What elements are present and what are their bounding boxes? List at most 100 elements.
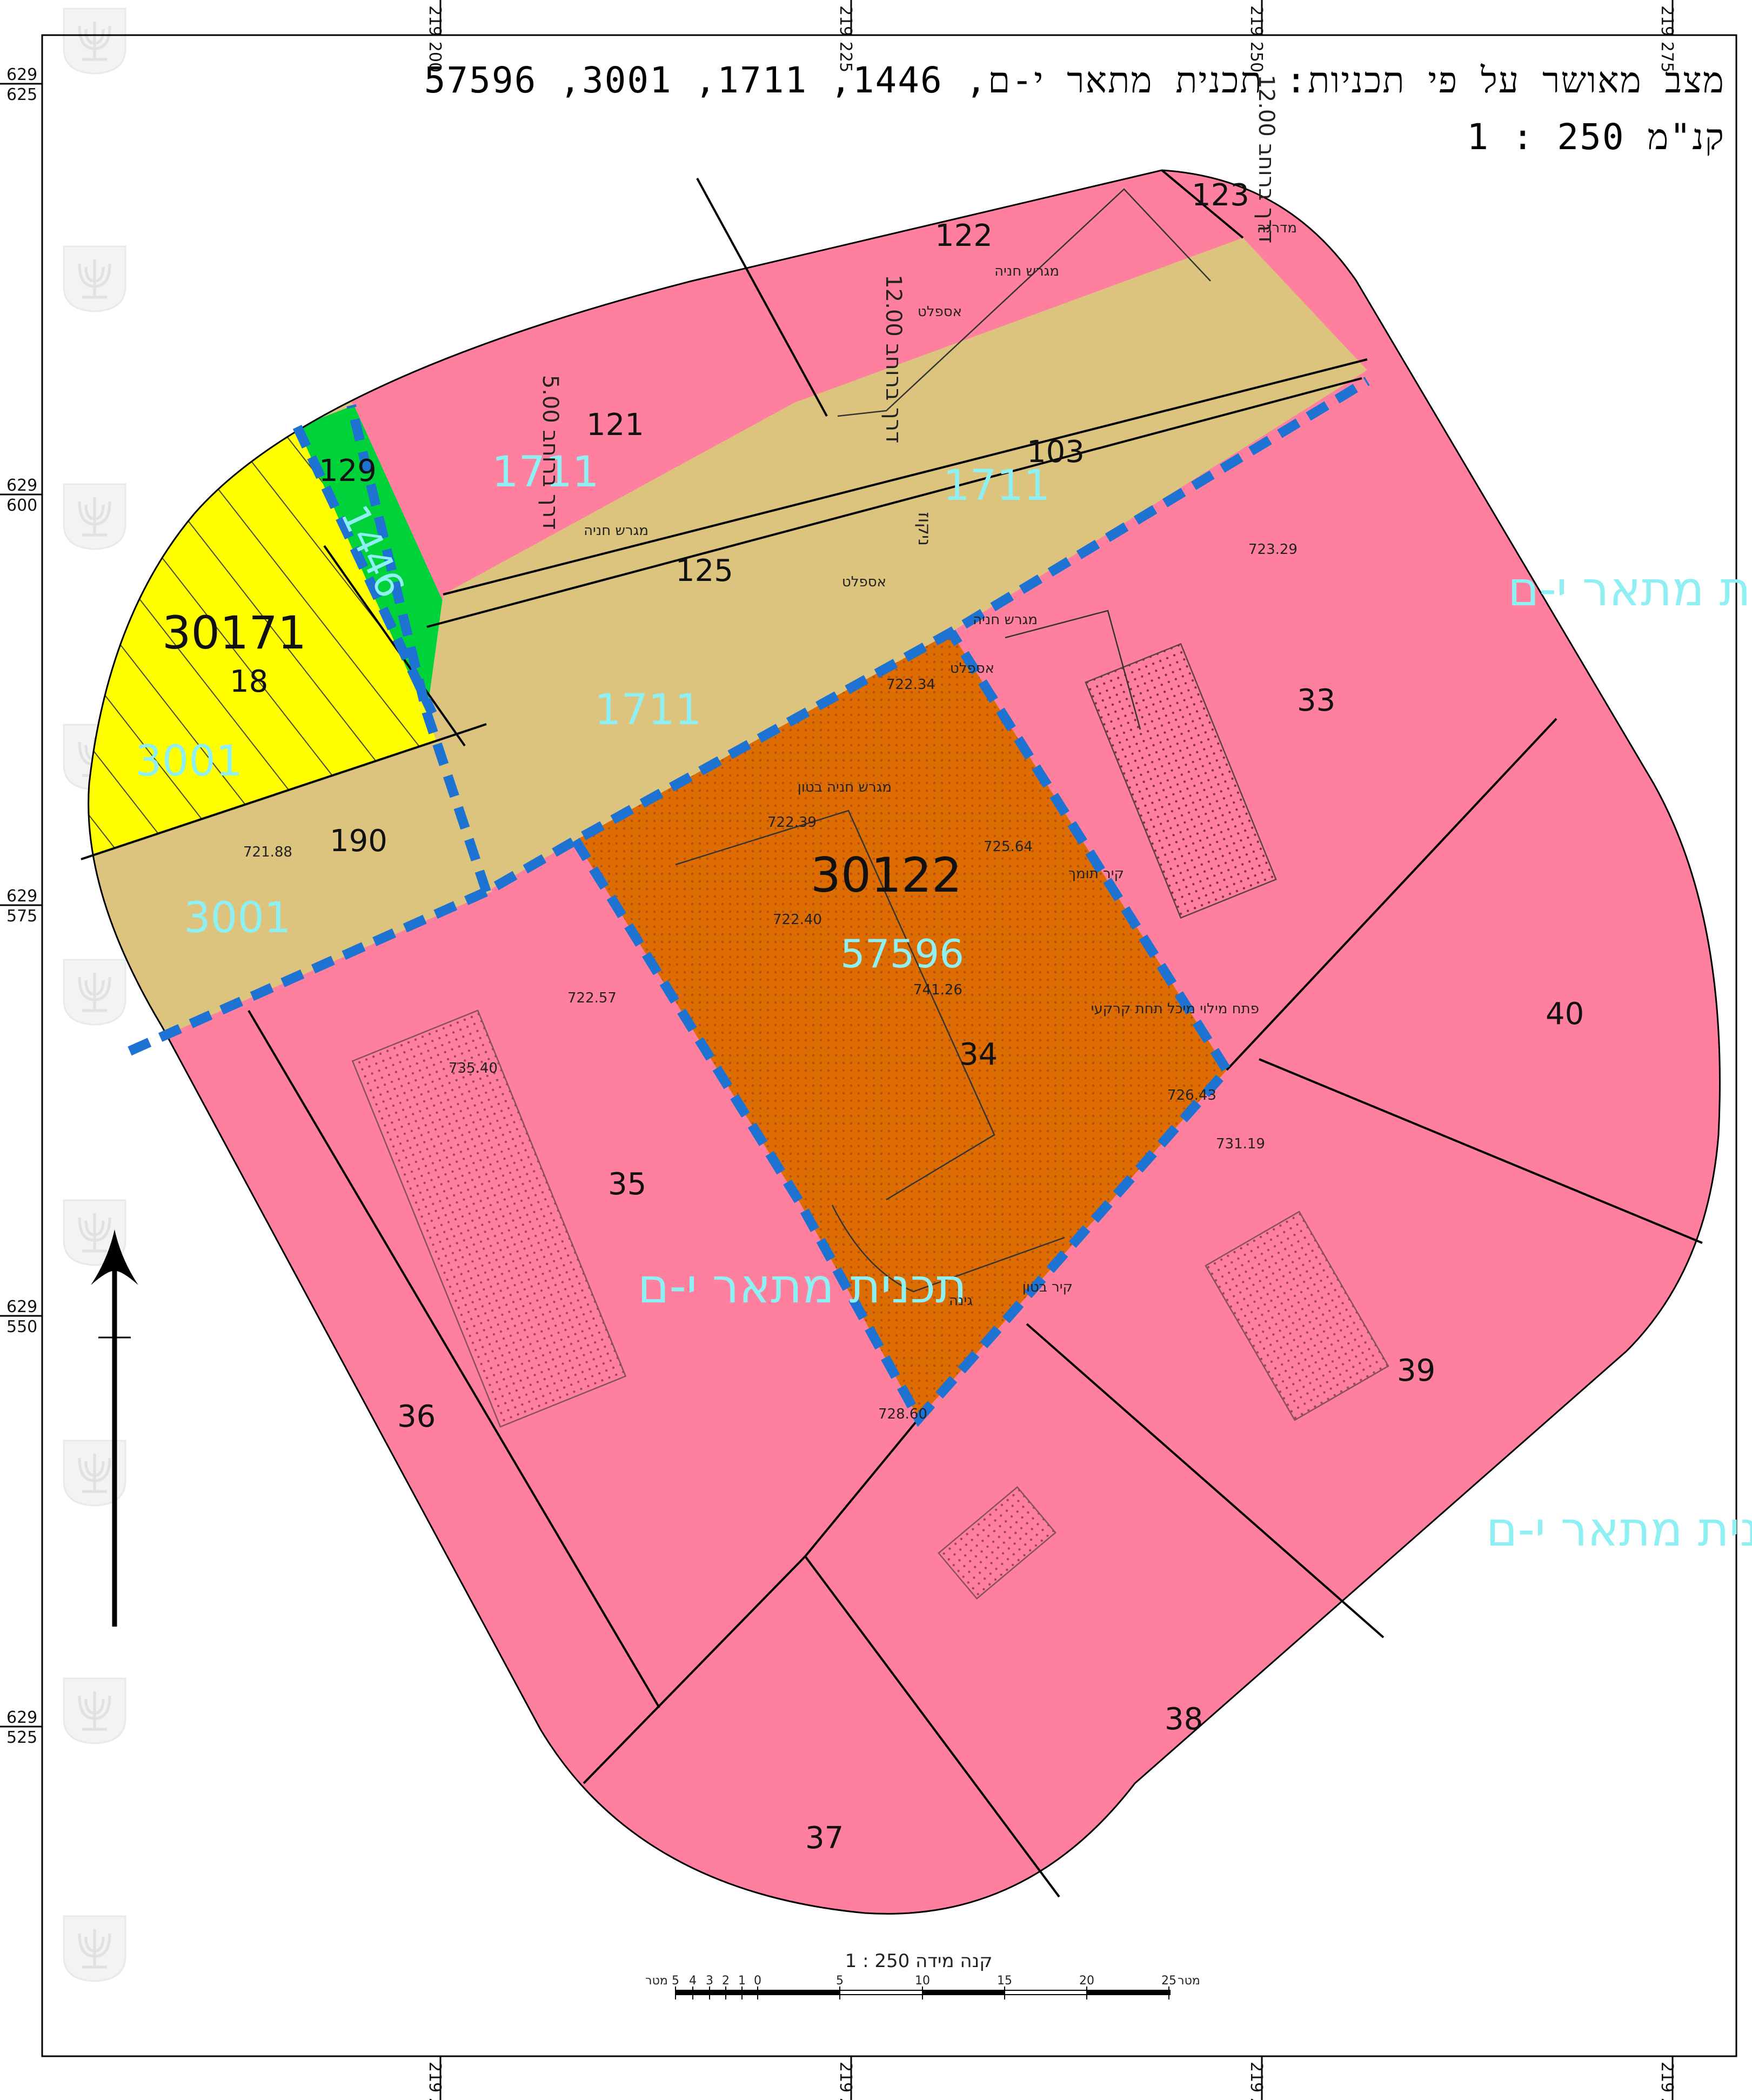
grid-label-left: 550 — [6, 1317, 37, 1336]
map-label: מדרגה — [1257, 220, 1297, 236]
plan-outline — [88, 169, 1721, 1915]
road-zone-1711 — [427, 238, 1367, 892]
scale-unit: מטר — [1178, 1974, 1200, 1988]
map-label: אספלט — [950, 660, 994, 677]
elevation-label: 728.60 — [878, 1406, 927, 1422]
elevation-label: 725.64 — [984, 839, 1033, 855]
scale-tick: 2 — [722, 1974, 730, 1988]
scale-tick: 1 — [738, 1974, 746, 1988]
block-number: 30122 — [811, 847, 962, 903]
scale-unit: מטר — [645, 1974, 668, 1988]
plan-label-3001: 3001 — [135, 737, 243, 786]
scale-tick: 10 — [915, 1974, 930, 1988]
plan-label-jerusalem: תכנית מתאר י-ם — [638, 1258, 967, 1314]
map-frame — [41, 34, 1737, 2057]
grid-label-left: 629 — [6, 65, 37, 84]
plan-label-1711: 1711 — [492, 448, 599, 497]
elevation-label: 723.29 — [1248, 541, 1298, 558]
grid-label-bottom: 219 250 — [1247, 2062, 1266, 2100]
map-label: מגרש חניה בטון — [798, 779, 892, 795]
parcel-number: 125 — [676, 553, 733, 588]
parcel-number: 33 — [1297, 683, 1335, 718]
elevation-label: 731.19 — [1216, 1136, 1265, 1152]
map-label: גינה — [949, 1293, 973, 1309]
plan-label-1711: 1711 — [943, 462, 1051, 510]
parcel-number: 37 — [805, 1821, 844, 1856]
scale-tick: 5 — [836, 1974, 844, 1988]
elevation-label: 722.57 — [567, 990, 617, 1006]
grid-label-top: 219 200 — [425, 5, 444, 72]
map-label: פתח מילוי מיכל תחת קרקעי — [1091, 1001, 1259, 1017]
parcel-number: 40 — [1546, 997, 1584, 1032]
scale-tick: 0 — [754, 1974, 761, 1988]
scale-tick: 5 — [672, 1974, 679, 1988]
plan-label-57596: 57596 — [840, 931, 964, 977]
map-label: קיר תומך — [1068, 866, 1124, 882]
menorah-emblem-icon — [61, 1437, 129, 1508]
building-outlines — [351, 188, 1389, 1600]
plan-label-3001: 3001 — [184, 894, 291, 942]
parcel-number: 36 — [397, 1399, 436, 1434]
map-label: קיר בטון — [1022, 1279, 1073, 1295]
elevation-label: 721.88 — [243, 844, 292, 860]
grid-label-top: 219 250 — [1247, 5, 1266, 72]
parcel-number: 34 — [959, 1037, 998, 1072]
scale-tick: 25 — [1161, 1974, 1176, 1988]
plan-boundaries — [128, 377, 1370, 1427]
map-label: אספלט — [918, 304, 962, 320]
menorah-emblem-icon — [61, 243, 129, 313]
scale-bar: קנה מידה 250 : 1 5 4 3 2 1 0 5 10 15 20 … — [645, 1950, 1200, 1999]
north-arrow-icon — [91, 1229, 138, 1627]
grid-label-top: 219 225 — [836, 5, 855, 72]
parcel-number: 38 — [1165, 1702, 1203, 1737]
map-label: אספלט — [842, 574, 886, 590]
parcel-number: 129 — [319, 453, 377, 489]
map-label: דרך ברוחב 5.00 — [538, 375, 563, 530]
scale-tick: 15 — [997, 1974, 1012, 1988]
parcel-number: 122 — [935, 218, 993, 253]
road-zone-3001 — [88, 724, 492, 1051]
elevation-label: 722.34 — [886, 677, 935, 693]
grid-label-top: 219 275 — [1657, 5, 1676, 72]
elevation-label: 741.26 — [913, 982, 962, 998]
map-label: דרך ברוחב 12.00 — [1254, 75, 1279, 243]
scale-bar-caption: קנה מידה 250 : 1 — [845, 1950, 993, 1972]
map-label: מגרש חניה — [994, 263, 1059, 279]
grid-label-left: 629 — [6, 1708, 37, 1727]
scale-tick: 20 — [1079, 1974, 1094, 1988]
plan-label-jerusalem: תכנית מתאר י-ם — [1486, 1501, 1752, 1557]
parcel-lines — [81, 169, 1703, 1898]
grid-label-left: 525 — [6, 1728, 37, 1747]
elevation-label: 722.39 — [767, 814, 817, 831]
parcel-number: 103 — [1027, 434, 1085, 470]
map-label: מגרש חניה — [973, 612, 1038, 628]
elevation-label: 722.40 — [773, 912, 822, 928]
parcel-number: 123 — [1192, 178, 1249, 213]
grid-label-bottom: 219 275 — [1657, 2062, 1676, 2100]
grid-label-left: 629 — [6, 887, 37, 906]
grid-label-left: 629 — [6, 1298, 37, 1316]
grid-label-left: 600 — [6, 496, 37, 515]
menorah-emblem-icon — [61, 481, 129, 551]
scale-tick: 4 — [689, 1974, 697, 1988]
elevation-label: 726.43 — [1167, 1087, 1216, 1103]
grid-label-left: 575 — [6, 907, 37, 926]
parcel-number: 18 — [230, 664, 268, 699]
map-label: דרך ברוחב 12.00 — [881, 275, 906, 443]
menorah-emblem-icon — [61, 1913, 129, 1983]
scale-tick: 3 — [706, 1974, 713, 1988]
map-label: ניקוז — [914, 512, 935, 546]
menorah-emblem-icon — [61, 1675, 129, 1745]
map-scale-title: קנ"מ 250 : 1 — [1467, 116, 1725, 158]
menorah-emblem-icon — [61, 5, 129, 76]
parcel-number: 190 — [330, 824, 387, 859]
elevation-label: 735.40 — [449, 1060, 498, 1076]
parcel-number: 39 — [1397, 1353, 1435, 1388]
grid-label-left: 625 — [6, 85, 37, 104]
map-label: מגרש חניה — [584, 523, 648, 539]
parcel-number: 121 — [586, 407, 644, 443]
grid-ticks — [0, 0, 1674, 2100]
grid-label-bottom: 219 225 — [836, 2062, 855, 2100]
